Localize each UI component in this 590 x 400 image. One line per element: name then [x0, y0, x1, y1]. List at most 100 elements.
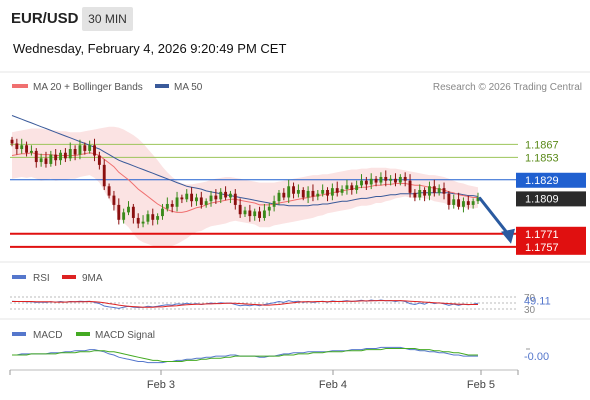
candle-body — [432, 186, 436, 193]
candle-body — [190, 193, 194, 202]
candle-body — [214, 195, 218, 200]
candle-body — [146, 214, 150, 222]
candle-body — [102, 164, 106, 187]
candle-body — [316, 193, 320, 197]
candle-body — [122, 212, 126, 220]
candle-body — [161, 208, 164, 217]
rsi-level-label-70: 70 — [524, 293, 536, 304]
rsi-value-label: 49.11 — [524, 295, 551, 307]
candle-body — [272, 201, 276, 207]
candle-body — [219, 191, 223, 200]
candle-body — [63, 152, 67, 159]
candle-body — [39, 158, 43, 163]
candle-body — [408, 180, 412, 193]
ma20-legend-label: MA 20 + Bollinger Bands — [33, 82, 143, 93]
timeframe-badge[interactable]: 30 MIN — [82, 7, 133, 31]
candle-body — [360, 180, 363, 186]
candle-body — [471, 201, 475, 205]
forecast-arrow — [478, 196, 515, 244]
candle-body — [78, 145, 82, 155]
candle-body — [413, 192, 417, 198]
research-credit: Research © 2026 Trading Central — [433, 82, 582, 93]
candle-body — [379, 176, 383, 183]
candle-body — [258, 211, 262, 218]
level-label-1.1809: 1.1809 — [525, 193, 559, 205]
macd-panel: -0.00 — [12, 346, 549, 364]
candle-body — [403, 176, 407, 181]
candle-body — [165, 203, 169, 209]
candle-body — [452, 199, 456, 205]
candle-body — [418, 190, 422, 198]
x-tick-label: Feb 3 — [147, 379, 175, 391]
candle-body — [68, 149, 72, 159]
candle-body — [340, 189, 344, 193]
candle-body — [277, 192, 281, 202]
candle-body — [73, 149, 77, 155]
candle-body — [185, 193, 189, 200]
candle-body — [224, 191, 228, 198]
level-box-1.1757 — [516, 239, 586, 255]
candle-body — [326, 190, 329, 196]
candle-body — [345, 185, 349, 190]
level-label-1.1829: 1.1829 — [525, 175, 559, 187]
candle-body — [136, 217, 140, 224]
candle-body — [262, 210, 266, 218]
chart-datetime: Wednesday, February 4, 2026 9:20:49 PM C… — [13, 41, 287, 56]
candle-body — [423, 190, 427, 196]
rsi-legend-label: RSI — [33, 273, 50, 284]
candle-body — [267, 206, 271, 211]
candle-body — [15, 143, 19, 150]
candle-body — [457, 199, 461, 207]
candle-body — [156, 216, 160, 220]
candle-body — [180, 197, 184, 200]
forecast-arrow-shaft — [478, 196, 509, 235]
x-tick-label: Feb 5 — [467, 379, 495, 391]
candle-body — [384, 176, 388, 181]
ma50-legend-swatch — [155, 84, 169, 88]
candle-body — [10, 139, 14, 144]
candle-body — [428, 186, 431, 196]
candlesticks — [10, 136, 480, 229]
candle-body — [20, 145, 24, 150]
candle-body — [321, 190, 325, 194]
candle-body — [350, 185, 354, 191]
candle-body — [127, 206, 130, 213]
candle-body — [195, 197, 198, 202]
candle-body — [204, 201, 208, 205]
candle-body — [44, 158, 48, 164]
candle-body — [355, 185, 359, 191]
candle-body — [88, 145, 92, 151]
candle-body — [389, 178, 393, 181]
candle-body — [97, 155, 101, 165]
x-tick-label: Feb 4 — [319, 379, 347, 391]
candle-body — [330, 188, 334, 196]
candle-body — [93, 145, 96, 156]
macd-legend-swatch — [12, 332, 26, 336]
candle-body — [141, 221, 145, 224]
forecast-arrow-head — [501, 228, 515, 244]
candle-body — [107, 186, 111, 196]
candle-body — [394, 178, 397, 183]
candle-body — [233, 193, 237, 205]
macd-signal-legend-swatch — [76, 332, 90, 336]
level-label-1.1757: 1.1757 — [525, 242, 559, 254]
candle-body — [151, 214, 155, 220]
macd-line — [12, 346, 478, 364]
level-label-1.1771: 1.1771 — [525, 229, 559, 241]
candle-body — [296, 190, 300, 194]
candle-body — [209, 195, 213, 202]
symbol-title: EUR/USD — [11, 10, 79, 27]
candle-body — [54, 154, 58, 161]
candle-body — [170, 203, 174, 207]
candle-body — [369, 178, 373, 185]
candle-body — [335, 188, 339, 193]
candle-body — [117, 204, 121, 220]
macd-signal-legend-label: MACD Signal — [95, 330, 155, 341]
level-box-1.1829 — [516, 172, 586, 188]
level-label-1.1853: 1.1853 — [525, 152, 559, 164]
candle-body — [112, 195, 116, 205]
candle-body — [248, 210, 252, 217]
